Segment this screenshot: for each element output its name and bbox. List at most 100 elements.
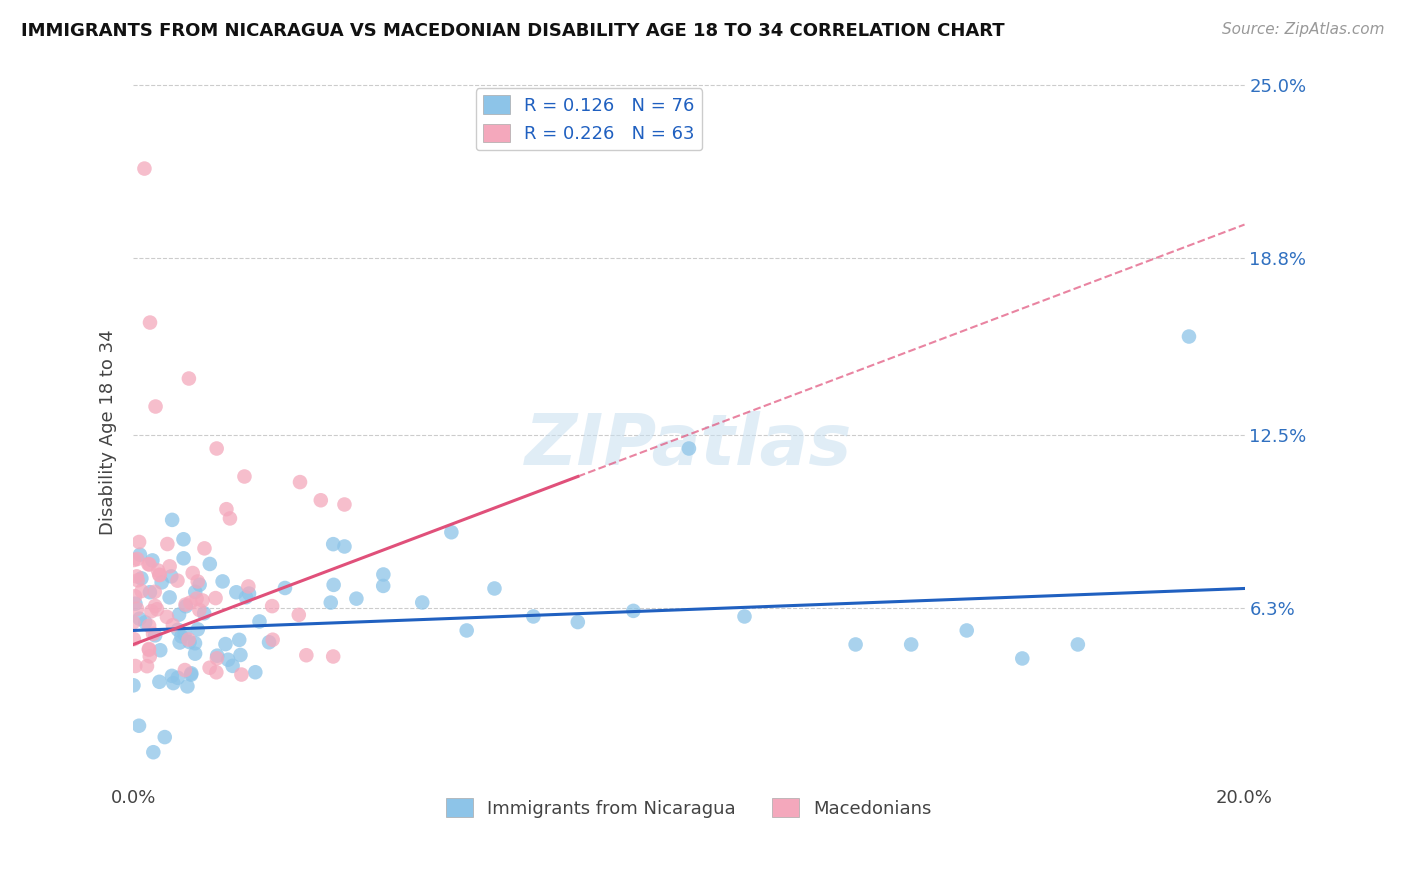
Point <box>173 663 195 677</box>
Point <box>150 575 173 590</box>
Point <box>138 558 160 572</box>
Point <box>1011 651 1033 665</box>
Point <box>167 607 190 622</box>
Point <box>956 624 979 638</box>
Point <box>124 597 146 611</box>
Point <box>288 475 311 489</box>
Point <box>211 574 233 589</box>
Point <box>131 584 153 599</box>
Point <box>205 648 228 663</box>
Point <box>139 585 162 599</box>
Point <box>238 579 260 593</box>
Point <box>205 651 228 665</box>
Point <box>148 674 170 689</box>
Point <box>156 610 179 624</box>
Point <box>142 627 165 641</box>
Point <box>129 548 152 562</box>
Y-axis label: Disability Age 18 to 34: Disability Age 18 to 34 <box>100 329 117 534</box>
Point <box>159 559 181 574</box>
Point <box>159 591 181 605</box>
Point <box>1178 329 1201 343</box>
Point <box>233 469 256 483</box>
Point <box>172 533 194 547</box>
Point <box>139 649 162 664</box>
Point <box>235 591 257 605</box>
Point <box>136 659 159 673</box>
Point <box>678 442 700 456</box>
Point <box>162 676 184 690</box>
Point <box>274 581 297 595</box>
Point <box>440 525 463 540</box>
Point <box>125 569 148 583</box>
Point <box>170 629 193 643</box>
Point <box>125 602 148 616</box>
Point <box>148 568 170 582</box>
Point <box>238 586 260 600</box>
Point <box>229 648 252 662</box>
Point <box>193 541 215 556</box>
Point <box>193 607 215 621</box>
Point <box>187 623 209 637</box>
Point <box>127 552 149 566</box>
Point <box>134 161 156 176</box>
Point <box>249 615 271 629</box>
Point <box>198 557 221 571</box>
Point <box>373 567 395 582</box>
Point <box>143 584 166 599</box>
Point <box>411 595 433 609</box>
Point <box>262 632 284 647</box>
Point <box>484 582 506 596</box>
Point <box>188 578 211 592</box>
Point <box>621 604 644 618</box>
Point <box>567 615 589 629</box>
Point <box>179 596 201 610</box>
Point <box>149 567 172 582</box>
Point <box>333 540 356 554</box>
Point <box>205 442 228 456</box>
Point <box>122 632 145 646</box>
Point <box>134 615 156 630</box>
Text: ZIPatlas: ZIPatlas <box>526 411 852 480</box>
Point <box>262 599 284 613</box>
Point <box>180 666 202 681</box>
Point <box>734 609 756 624</box>
Point <box>184 647 207 661</box>
Point <box>188 603 211 617</box>
Point <box>205 665 228 680</box>
Point <box>122 678 145 692</box>
Point <box>142 745 165 759</box>
Point <box>160 569 183 583</box>
Point <box>373 579 395 593</box>
Point <box>179 635 201 649</box>
Point <box>204 591 226 605</box>
Point <box>191 593 214 607</box>
Point <box>122 553 145 567</box>
Point <box>166 671 188 685</box>
Point <box>257 635 280 649</box>
Point <box>225 585 247 599</box>
Point <box>138 642 160 657</box>
Point <box>176 680 198 694</box>
Point <box>180 667 202 681</box>
Point <box>174 599 197 614</box>
Point <box>900 637 922 651</box>
Point <box>1067 637 1090 651</box>
Point <box>177 371 200 385</box>
Point <box>219 511 242 525</box>
Point <box>186 591 208 606</box>
Point <box>214 637 236 651</box>
Point <box>295 648 318 663</box>
Point <box>143 628 166 642</box>
Point <box>167 623 190 637</box>
Point <box>181 566 204 580</box>
Text: IMMIGRANTS FROM NICARAGUA VS MACEDONIAN DISABILITY AGE 18 TO 34 CORRELATION CHAR: IMMIGRANTS FROM NICARAGUA VS MACEDONIAN … <box>21 22 1005 40</box>
Point <box>128 719 150 733</box>
Point <box>146 564 169 578</box>
Point <box>138 557 160 571</box>
Point <box>174 598 197 612</box>
Point <box>156 537 179 551</box>
Point <box>845 637 868 651</box>
Point <box>138 642 160 657</box>
Point <box>344 591 367 606</box>
Point <box>169 635 191 649</box>
